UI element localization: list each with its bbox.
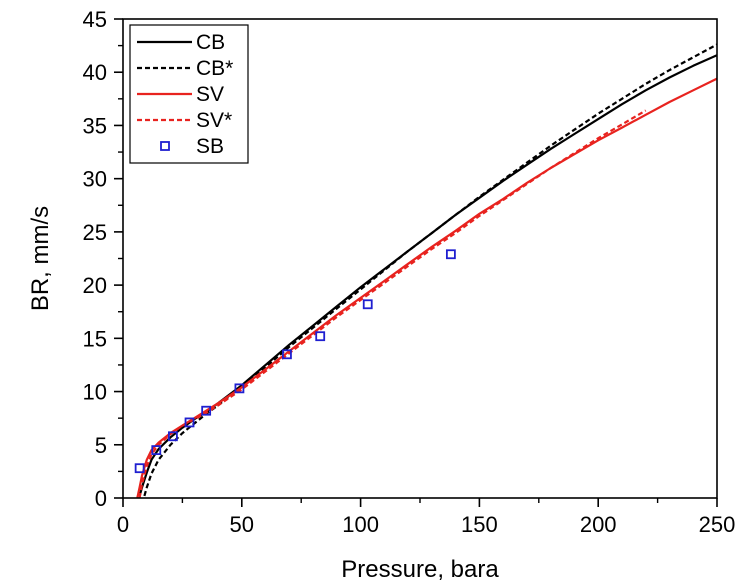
y-tick-label: 25 — [83, 220, 107, 245]
x-tick-label: 50 — [230, 512, 254, 537]
legend-swatch-sb — [160, 141, 170, 151]
data-point-sb — [315, 331, 326, 342]
legend-label-sv-star: SV* — [196, 109, 232, 132]
y-tick-label: 30 — [83, 167, 107, 192]
data-point-sb — [134, 463, 145, 474]
data-point-sb — [234, 383, 245, 394]
y-tick-label: 5 — [95, 433, 107, 458]
x-tick-label: 0 — [117, 512, 129, 537]
series-layer — [134, 43, 717, 498]
x-tick-label: 200 — [580, 512, 617, 537]
axes-layer: 0 50 100 150 200 250 0 5 10 15 20 25 30 35 40 45 — [83, 7, 736, 537]
x-tick-label: 100 — [342, 512, 379, 537]
legend: CB CB* SV SV* SB — [129, 24, 249, 164]
y-axis-title: BR, mm/s — [27, 206, 54, 311]
y-tick-label: 40 — [83, 60, 107, 85]
x-axis-title: Pressure, bara — [341, 556, 499, 581]
data-point-sb — [445, 249, 456, 260]
legend-label-sb: SB — [196, 135, 224, 158]
legend-label-cb: CB — [196, 31, 225, 54]
legend-label-sv: SV — [196, 83, 224, 106]
series-line-sv-star — [138, 109, 647, 498]
data-point-sb — [184, 417, 195, 428]
data-point-sb — [151, 445, 162, 456]
legend-label-cb-star: CB* — [196, 57, 233, 80]
y-tick-label: 10 — [83, 380, 107, 405]
data-point-sb — [362, 299, 373, 310]
series-line-cb — [138, 54, 717, 497]
y-tick-label: 20 — [83, 273, 107, 298]
x-tick-label: 150 — [461, 512, 498, 537]
series-line-sv — [136, 77, 717, 498]
data-point-sb — [282, 349, 292, 360]
y-tick-label: 35 — [83, 113, 107, 138]
data-point-sb — [201, 405, 212, 416]
y-tick-label: 0 — [95, 486, 107, 511]
data-point-sb — [167, 431, 178, 442]
x-tick-label: 250 — [699, 512, 736, 537]
y-tick-label: 45 — [83, 7, 107, 32]
y-tick-label: 15 — [83, 326, 107, 351]
series-line-cb-star — [143, 43, 717, 497]
